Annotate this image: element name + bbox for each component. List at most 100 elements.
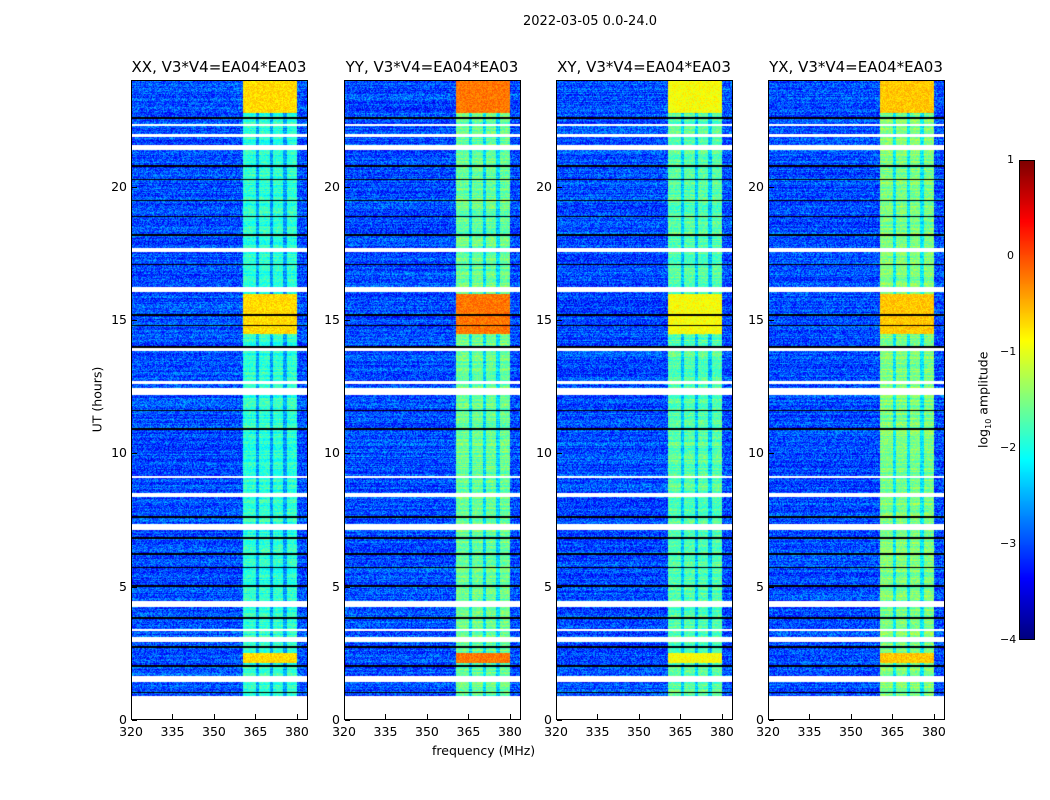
colorbar-tick-label: −2 — [1000, 441, 1017, 454]
panel-title: XY, V3*V4=EA04*EA03 — [557, 58, 731, 76]
x-tick-label: 365 — [456, 724, 481, 739]
x-tick-mark — [892, 714, 894, 719]
x-tick-label: 380 — [285, 724, 309, 739]
y-tick-mark — [769, 453, 774, 455]
y-tick-label: 0 — [544, 712, 552, 727]
y-tick-label: 0 — [332, 712, 340, 727]
colorbar-tick-label: −3 — [1000, 537, 1017, 550]
y-tick-label: 5 — [544, 578, 552, 594]
y-tick-label: 5 — [332, 578, 340, 594]
y-tick-mark — [345, 586, 350, 588]
y-axis-label: UT (hours) — [89, 366, 105, 433]
heatmap-panel — [768, 80, 945, 720]
x-tick-label: 320 — [332, 724, 356, 739]
y-tick-label: 10 — [324, 445, 340, 461]
heatmap-image — [769, 81, 944, 719]
y-tick-mark — [769, 320, 774, 321]
x-tick-label: 335 — [797, 724, 822, 739]
y-tick-mark — [132, 320, 137, 321]
y-tick-label: 10 — [536, 445, 552, 461]
x-tick-mark — [426, 714, 428, 719]
y-tick-mark — [132, 586, 137, 588]
x-tick-label: 335 — [160, 724, 185, 739]
heatmap-panel — [131, 80, 308, 720]
x-tick-label: 365 — [880, 724, 905, 739]
y-tick-mark — [557, 586, 562, 588]
y-tick-label: 20 — [111, 178, 127, 194]
y-tick-mark — [557, 320, 562, 321]
panel-title: YY, V3*V4=EA04*EA03 — [345, 58, 519, 76]
heatmap-image — [345, 81, 520, 719]
y-tick-label: 5 — [119, 578, 127, 594]
y-tick-label: 15 — [536, 312, 552, 327]
y-tick-mark — [769, 720, 774, 721]
colorbar-tick-label: 0 — [1007, 249, 1014, 262]
x-tick-mark — [296, 714, 298, 719]
x-tick-label: 335 — [585, 724, 610, 739]
x-tick-label: 380 — [498, 724, 522, 739]
y-tick-label: 5 — [756, 578, 764, 594]
colorbar-label: log10 amplitude — [975, 351, 993, 448]
x-tick-mark — [556, 714, 557, 719]
x-tick-mark — [680, 714, 682, 719]
colorbar — [1019, 160, 1035, 640]
x-tick-label: 365 — [668, 724, 693, 739]
x-tick-label: 350 — [202, 724, 226, 739]
x-tick-mark — [597, 714, 599, 719]
y-tick-mark — [345, 320, 350, 321]
x-tick-mark — [468, 714, 470, 719]
x-tick-mark — [809, 714, 811, 719]
y-tick-label: 10 — [111, 445, 127, 461]
y-tick-label: 0 — [119, 712, 127, 727]
heatmap-panel — [344, 80, 521, 720]
y-tick-label: 15 — [748, 312, 764, 327]
x-tick-mark — [344, 714, 345, 719]
x-tick-mark — [721, 714, 723, 719]
y-tick-label: 20 — [324, 178, 340, 194]
x-tick-mark — [638, 714, 640, 719]
x-tick-mark — [768, 714, 769, 719]
colorbar-tick-label: −1 — [1000, 345, 1017, 358]
heatmap-image — [132, 81, 307, 719]
colorbar-tick-label: −4 — [1000, 633, 1017, 646]
y-tick-mark — [557, 453, 562, 455]
heatmap-image — [557, 81, 732, 719]
panel-title: YX, V3*V4=EA04*EA03 — [769, 58, 943, 76]
y-tick-mark — [557, 720, 562, 721]
y-tick-mark — [557, 186, 562, 188]
x-tick-label: 320 — [544, 724, 568, 739]
y-tick-mark — [345, 186, 350, 188]
x-tick-label: 320 — [119, 724, 143, 739]
y-tick-mark — [132, 720, 137, 721]
y-tick-mark — [345, 453, 350, 455]
x-axis-label: frequency (MHz) — [432, 743, 536, 758]
x-tick-label: 350 — [839, 724, 863, 739]
y-tick-label: 20 — [536, 178, 552, 194]
y-tick-mark — [345, 720, 350, 721]
x-tick-label: 380 — [710, 724, 734, 739]
x-tick-label: 350 — [415, 724, 439, 739]
x-tick-label: 380 — [922, 724, 946, 739]
panel-title: XX, V3*V4=EA04*EA03 — [131, 58, 307, 76]
x-tick-label: 320 — [756, 724, 780, 739]
x-tick-mark — [255, 714, 257, 719]
y-tick-label: 15 — [111, 312, 127, 327]
x-tick-mark — [850, 714, 852, 719]
heatmap-panel — [556, 80, 733, 720]
x-tick-mark — [509, 714, 511, 719]
x-tick-mark — [933, 714, 935, 719]
x-tick-mark — [385, 714, 387, 719]
x-tick-label: 365 — [243, 724, 268, 739]
y-tick-label: 0 — [756, 712, 764, 727]
x-tick-mark — [131, 714, 132, 719]
x-tick-label: 350 — [627, 724, 651, 739]
y-tick-label: 10 — [748, 445, 764, 461]
y-tick-mark — [769, 586, 774, 588]
x-tick-label: 335 — [373, 724, 398, 739]
figure-title: 2022-03-05 0.0-24.0 — [523, 14, 657, 29]
colorbar-tick-label: 1 — [1007, 153, 1014, 166]
y-tick-mark — [132, 453, 137, 455]
y-tick-label: 15 — [324, 312, 340, 327]
y-tick-label: 20 — [748, 178, 764, 194]
